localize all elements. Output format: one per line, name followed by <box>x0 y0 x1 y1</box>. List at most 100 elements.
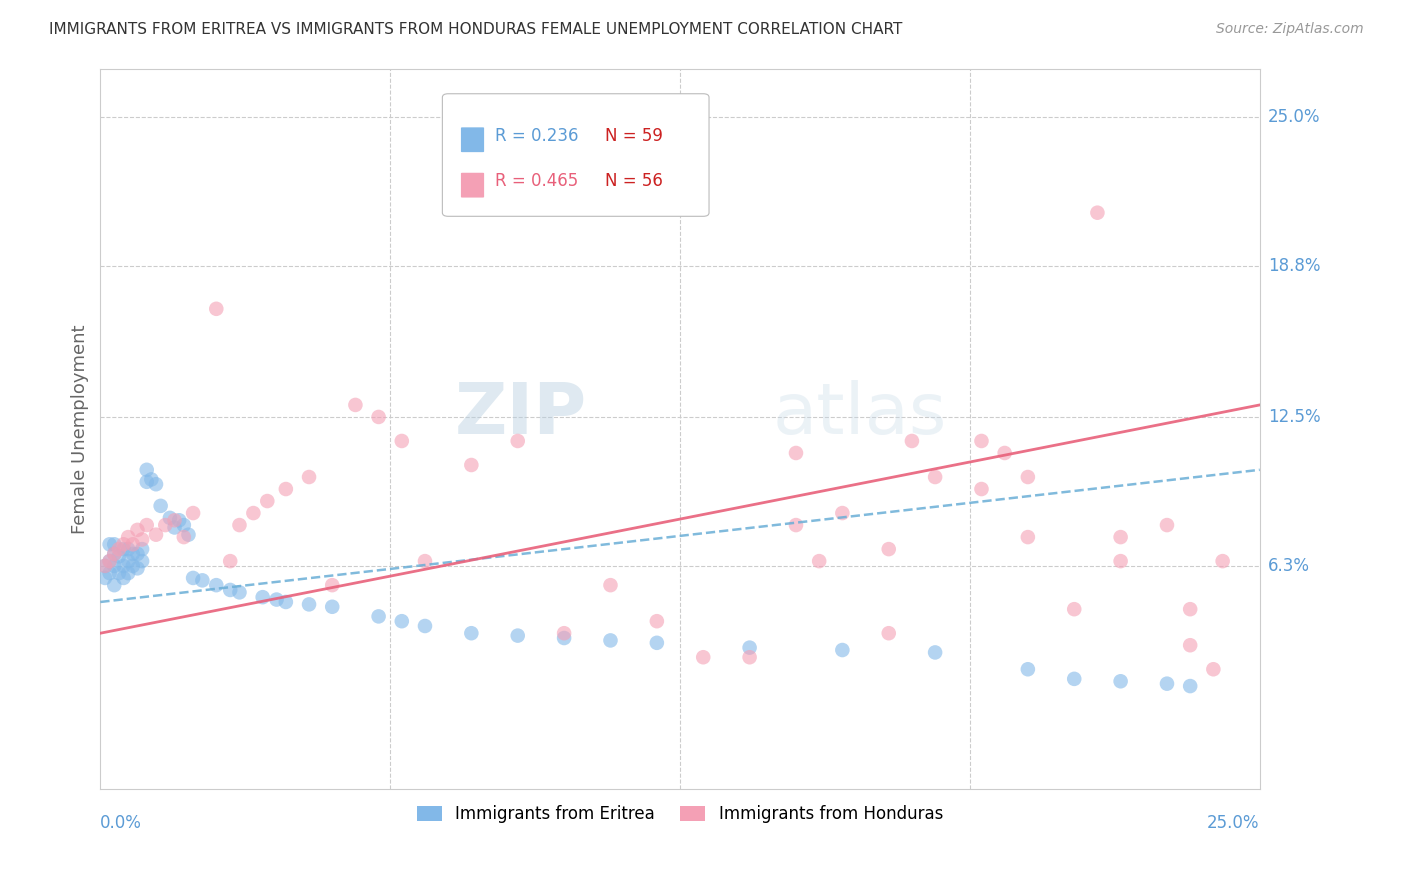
FancyBboxPatch shape <box>461 173 484 197</box>
Point <box>298 470 321 484</box>
Point <box>98 554 121 568</box>
Point <box>108 542 131 557</box>
Point <box>131 533 153 547</box>
Text: 25.0%: 25.0% <box>1208 814 1260 832</box>
Point <box>1212 554 1234 568</box>
Point <box>274 482 297 496</box>
Point <box>228 585 250 599</box>
Point <box>103 558 125 573</box>
Point <box>1063 602 1085 616</box>
Text: N = 56: N = 56 <box>605 172 662 190</box>
Point <box>738 640 761 655</box>
Text: 6.3%: 6.3% <box>1268 557 1310 575</box>
Point <box>367 409 389 424</box>
Point <box>506 629 529 643</box>
Point <box>173 518 195 533</box>
Point <box>159 511 181 525</box>
Point <box>98 537 121 551</box>
Point <box>1109 554 1132 568</box>
Point <box>242 506 264 520</box>
FancyBboxPatch shape <box>443 94 709 216</box>
Point <box>181 571 204 585</box>
Point <box>103 547 125 561</box>
Point <box>553 626 575 640</box>
Point <box>205 301 228 316</box>
Point <box>127 547 149 561</box>
Point <box>553 631 575 645</box>
Point <box>163 520 186 534</box>
FancyBboxPatch shape <box>461 128 484 153</box>
Point <box>994 446 1017 460</box>
Point <box>117 542 139 557</box>
Point <box>645 636 668 650</box>
Text: R = 0.465: R = 0.465 <box>495 172 578 190</box>
Point <box>599 578 621 592</box>
Point <box>112 558 135 573</box>
Point <box>785 518 807 533</box>
Point <box>112 542 135 557</box>
Point <box>1178 638 1201 652</box>
Point <box>391 614 413 628</box>
Text: atlas: atlas <box>773 380 948 449</box>
Text: R = 0.236: R = 0.236 <box>495 127 578 145</box>
Point <box>901 434 924 448</box>
Point <box>645 614 668 628</box>
Point <box>413 619 436 633</box>
Point <box>1178 602 1201 616</box>
Point <box>460 458 482 472</box>
Point <box>877 626 900 640</box>
Point <box>831 506 853 520</box>
Point <box>155 518 177 533</box>
Point <box>506 434 529 448</box>
Point <box>131 554 153 568</box>
Point <box>1109 674 1132 689</box>
Point <box>163 513 186 527</box>
Point <box>321 578 343 592</box>
Point <box>1178 679 1201 693</box>
Text: IMMIGRANTS FROM ERITREA VS IMMIGRANTS FROM HONDURAS FEMALE UNEMPLOYMENT CORRELAT: IMMIGRANTS FROM ERITREA VS IMMIGRANTS FR… <box>49 22 903 37</box>
Point <box>252 590 274 604</box>
Point <box>205 578 228 592</box>
Point <box>98 554 121 568</box>
Point <box>228 518 250 533</box>
Point <box>321 599 343 614</box>
Point <box>98 566 121 581</box>
Text: 12.5%: 12.5% <box>1268 408 1320 426</box>
Text: 0.0%: 0.0% <box>100 814 142 832</box>
Point <box>117 530 139 544</box>
Point <box>1017 470 1039 484</box>
Point <box>1063 672 1085 686</box>
Point <box>112 571 135 585</box>
Point <box>738 650 761 665</box>
Point <box>135 475 157 489</box>
Point <box>167 513 190 527</box>
Point <box>135 463 157 477</box>
Point <box>108 549 131 564</box>
Text: 18.8%: 18.8% <box>1268 257 1320 275</box>
Point <box>141 472 163 486</box>
Point <box>94 558 117 573</box>
Point <box>877 542 900 557</box>
Point <box>191 574 214 588</box>
Point <box>94 571 117 585</box>
Point <box>785 446 807 460</box>
Point <box>692 650 714 665</box>
Point <box>94 558 117 573</box>
Point <box>924 645 946 659</box>
Point <box>127 523 149 537</box>
Point <box>1109 530 1132 544</box>
Point <box>135 518 157 533</box>
Legend: Immigrants from Eritrea, Immigrants from Honduras: Immigrants from Eritrea, Immigrants from… <box>409 797 952 831</box>
Point <box>112 537 135 551</box>
Point <box>108 566 131 581</box>
Point <box>103 547 125 561</box>
Point <box>1156 676 1178 690</box>
Point <box>274 595 297 609</box>
Point <box>831 643 853 657</box>
Point <box>970 482 993 496</box>
Point <box>145 527 167 541</box>
Point <box>1202 662 1225 676</box>
Point <box>808 554 831 568</box>
Point <box>121 537 143 551</box>
Text: ZIP: ZIP <box>456 380 588 449</box>
